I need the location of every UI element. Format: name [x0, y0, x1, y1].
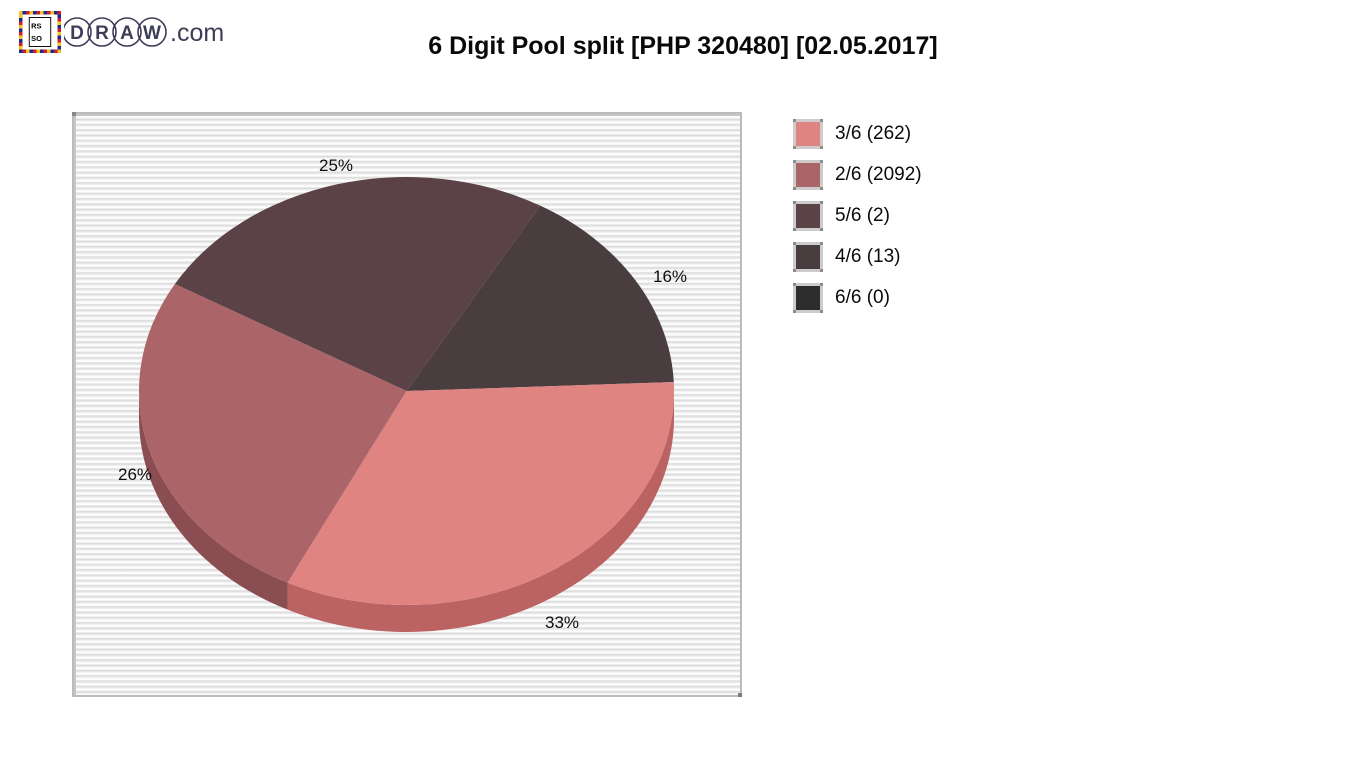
svg-text:16%: 16%	[653, 267, 687, 286]
svg-text:26%: 26%	[118, 465, 152, 484]
svg-text:25%: 25%	[319, 156, 353, 175]
svg-text:RS: RS	[31, 22, 41, 31]
svg-text:33%: 33%	[545, 613, 579, 632]
